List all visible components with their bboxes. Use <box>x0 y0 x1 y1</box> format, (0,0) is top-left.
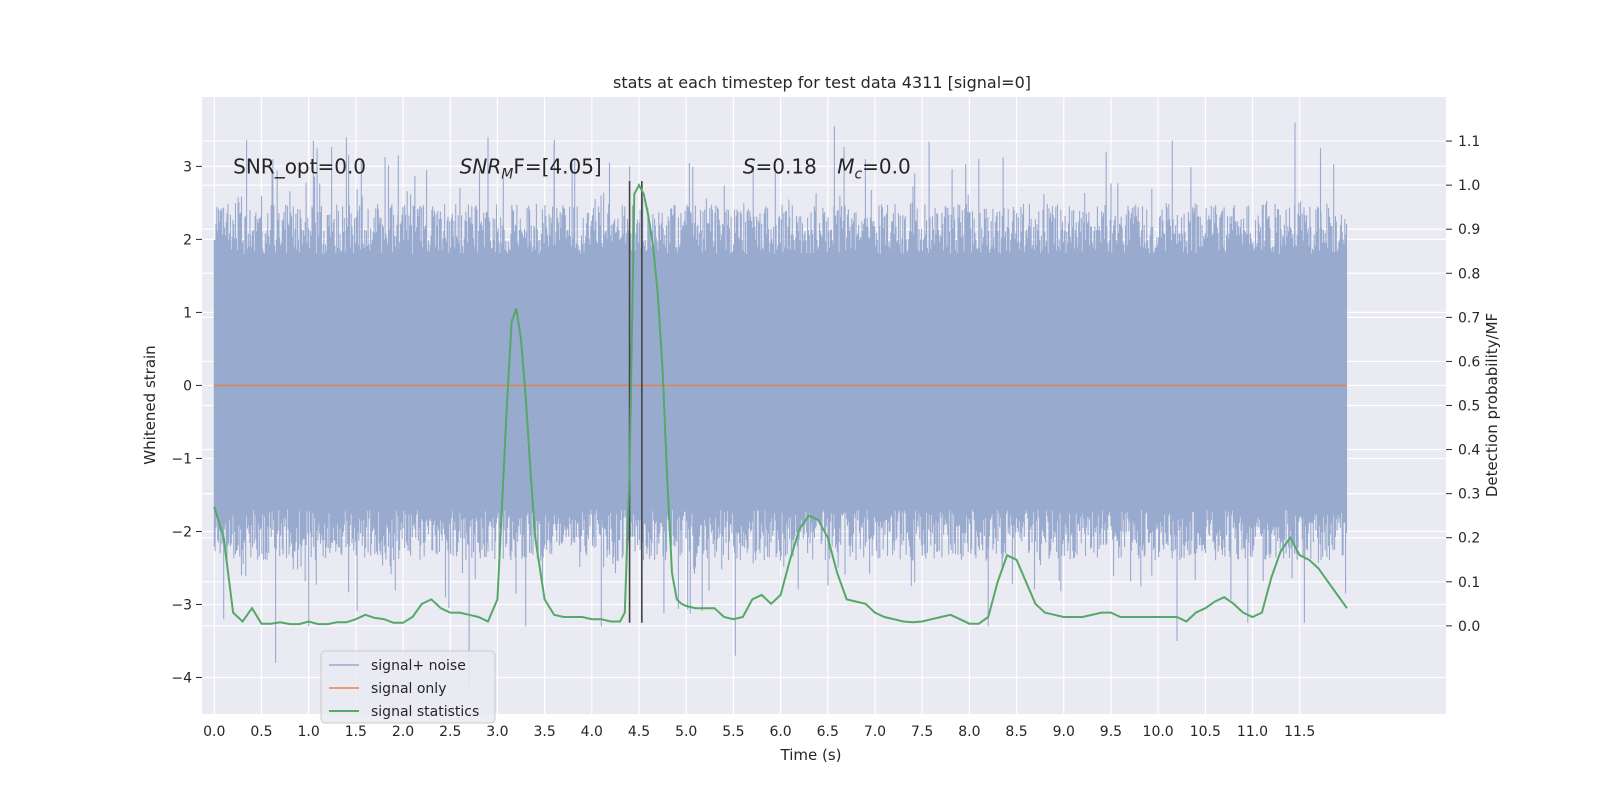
y2-tick-label: 0.2 <box>1458 531 1480 547</box>
x-tick-label: 11.5 <box>1284 724 1315 740</box>
annotation-sub: c <box>854 167 862 183</box>
annotation-main: SNR <box>460 155 502 179</box>
y2-tick-label: 0.7 <box>1458 310 1480 326</box>
x-tick-label: 11.0 <box>1237 724 1268 740</box>
y-tick-label: −1 <box>171 451 192 467</box>
x-tick-label: 5.0 <box>675 724 697 740</box>
y2-tick-label: 0.3 <box>1458 487 1480 503</box>
legend-label: signal only <box>371 681 446 697</box>
y2-tick-label: 0.9 <box>1458 222 1480 238</box>
y2-tick-label: 0.4 <box>1458 443 1480 459</box>
x-tick-label: 3.0 <box>486 724 508 740</box>
annotation-main: M <box>837 155 854 179</box>
x-tick-label: 4.5 <box>628 724 650 740</box>
y-tick-label: 0 <box>183 378 192 394</box>
x-tick-label: 0.5 <box>250 724 272 740</box>
x-tick-label: 1.0 <box>298 724 320 740</box>
x-tick-label: 6.5 <box>817 724 839 740</box>
x-tick-label: 9.5 <box>1100 724 1122 740</box>
x-tick-label: 5.5 <box>722 724 744 740</box>
y-tick-label: −4 <box>171 670 192 686</box>
vertical-markers <box>628 180 643 623</box>
signal-statistics-series <box>213 182 1348 626</box>
annotation-main: S <box>743 155 756 179</box>
legend-label: signal+ noise <box>371 658 466 674</box>
x-axis-ticks: 0.0 0.5 1.0 1.5 2.0 2.5 3.0 3.5 4.0 4.5 5.0 5.5 6.0 6… <box>203 724 1315 740</box>
y-tick-label: −2 <box>171 524 192 540</box>
x-axis-label: Time (s) <box>780 746 842 764</box>
annotation-rest: =0.18 <box>756 155 817 179</box>
y2-tick-label: 0.0 <box>1458 619 1480 635</box>
x-tick-label: 6.0 <box>769 724 791 740</box>
x-tick-label: 10.0 <box>1143 724 1174 740</box>
annotations: SNR_opt=0.0 SNRMF=[4.05] S=0.18 Mc=0.0 <box>233 155 911 183</box>
x-tick-label: 2.0 <box>392 724 414 740</box>
annotation-1: SNRMF=[4.05] <box>460 155 602 183</box>
y2-tick-label: 0.8 <box>1458 266 1480 282</box>
x-tick-label: 7.5 <box>911 724 933 740</box>
legend: signal+ noise signal only signal statistic… <box>320 650 496 724</box>
x-tick-label: 0.0 <box>203 724 225 740</box>
annotation-rest: =0.0 <box>862 155 911 179</box>
y-axis-label: Whitened strain <box>141 345 159 464</box>
y2-axis-label: Detection probability/MF <box>1483 313 1501 497</box>
statistics-line <box>213 182 1348 626</box>
x-tick-label: 2.5 <box>439 724 461 740</box>
y2-tick-label: 0.6 <box>1458 354 1480 370</box>
legend-label: signal statistics <box>371 704 479 720</box>
annotation-rest: F=[4.05] <box>513 155 601 179</box>
x-tick-label: 3.5 <box>533 724 555 740</box>
x-tick-label: 9.0 <box>1053 724 1075 740</box>
x-tick-label: 10.5 <box>1190 724 1221 740</box>
y-tick-label: 2 <box>183 232 192 248</box>
x-tick-label: 4.0 <box>581 724 603 740</box>
annotation-0: SNR_opt=0.0 <box>233 155 366 179</box>
legend-box <box>320 650 496 724</box>
y2-tick-label: 0.1 <box>1458 575 1480 591</box>
y-tick-label: 1 <box>183 305 192 321</box>
y2-axis-ticks: 1.1 1.0 0.9 0.8 0.7 0.6 0.5 0.4 0.3 0.2 0.1 0.0 <box>1446 134 1480 635</box>
chart-title: stats at each timestep for test data 431… <box>613 73 1031 92</box>
x-tick-label: 8.0 <box>958 724 980 740</box>
noise-trace <box>213 122 1348 685</box>
x-tick-label: 8.5 <box>1005 724 1027 740</box>
y2-tick-label: 1.1 <box>1458 134 1480 150</box>
annotation-sub: M <box>501 167 513 183</box>
annotation-3: Mc=0.0 <box>837 155 911 183</box>
y2-tick-label: 1.0 <box>1458 178 1480 194</box>
y-tick-label: 3 <box>183 159 192 175</box>
annotation-2: S=0.18 <box>743 155 817 179</box>
y-tick-label: −3 <box>171 597 192 613</box>
x-tick-label: 1.5 <box>345 724 367 740</box>
y-axis-ticks: 3 2 1 0 −1 −2 −3 −4 <box>171 159 202 686</box>
y2-tick-label: 0.5 <box>1458 399 1480 415</box>
x-tick-label: 7.0 <box>864 724 886 740</box>
